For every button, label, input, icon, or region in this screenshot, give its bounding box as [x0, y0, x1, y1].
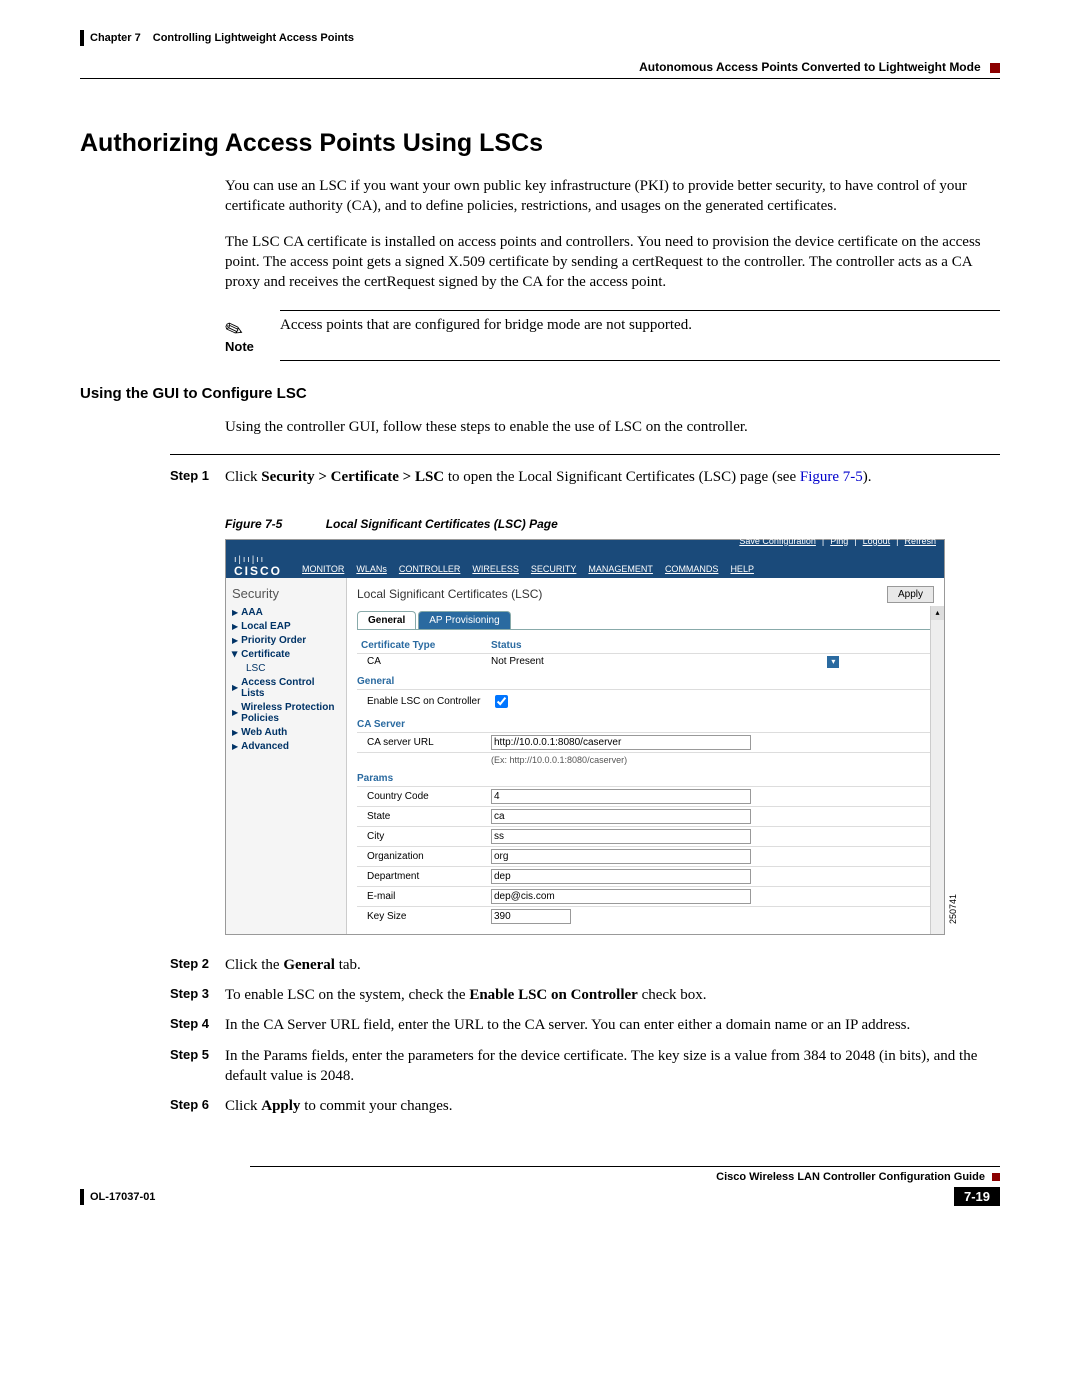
page-number: 7-19 — [954, 1187, 1000, 1206]
side-webauth[interactable]: ▶Web Auth — [232, 727, 340, 738]
step-4: Step 4 In the CA Server URL field, enter… — [80, 1015, 1000, 1035]
nav-help[interactable]: HELP — [730, 564, 754, 574]
apply-button[interactable]: Apply — [887, 586, 934, 603]
enable-lsc-checkbox[interactable] — [495, 695, 508, 708]
chapter-title: Controlling Lightweight Access Points — [153, 32, 354, 44]
nav-commands[interactable]: COMMANDS — [665, 564, 719, 574]
subsection-title: Using the GUI to Configure LSC — [80, 385, 1000, 402]
section-title: Authorizing Access Points Using LSCs — [80, 129, 1000, 158]
page-header-left: Chapter 7 Controlling Lightweight Access… — [80, 30, 1000, 46]
ca-server-url-input[interactable] — [491, 735, 751, 750]
nav-security[interactable]: SECURITY — [531, 564, 577, 574]
side-certificate[interactable]: ▶Certificate — [232, 649, 340, 660]
nav-management[interactable]: MANAGEMENT — [588, 564, 653, 574]
scrollbar[interactable]: ▴ — [930, 606, 944, 934]
side-advanced[interactable]: ▶Advanced — [232, 741, 340, 752]
side-lsc[interactable]: LSC — [246, 663, 340, 674]
side-local-eap[interactable]: ▶Local EAP — [232, 621, 340, 632]
org-input[interactable] — [491, 849, 751, 864]
side-wpp[interactable]: ▶Wireless Protection Policies — [232, 702, 340, 724]
paragraph-1: You can use an LSC if you want your own … — [225, 176, 1000, 217]
nav-controller[interactable]: CONTROLLER — [399, 564, 461, 574]
dept-input[interactable] — [491, 869, 751, 884]
dropdown-icon[interactable]: ▾ — [827, 656, 839, 668]
page-header-right: Autonomous Access Points Converted to Li… — [80, 60, 1000, 74]
country-input[interactable] — [491, 789, 751, 804]
gui-sidebar: Security ▶AAA ▶Local EAP ▶Priority Order… — [226, 578, 346, 934]
side-acl[interactable]: ▶Access Control Lists — [232, 677, 340, 699]
figure-caption: Figure 7-5 Local Significant Certificate… — [225, 517, 1000, 531]
chapter-label: Chapter 7 — [90, 32, 141, 44]
step-6: Step 6 Click Apply to commit your change… — [80, 1096, 1000, 1116]
header-red-square-icon — [990, 63, 1000, 73]
gui-topbar: ı|ıı|ıı CISCO Save Configuration| Ping| … — [226, 540, 944, 578]
link-save-config[interactable]: Save Configuration — [739, 536, 816, 546]
link-ping[interactable]: Ping — [830, 536, 848, 546]
link-logout[interactable]: Logout — [863, 536, 891, 546]
cert-type-table: Certificate TypeStatus CANot Present▾ — [357, 638, 934, 670]
footer-red-square-icon — [992, 1173, 1000, 1181]
nav-monitor[interactable]: MONITOR — [302, 564, 344, 574]
figure-link[interactable]: Figure 7-5 — [800, 469, 863, 485]
footer-left: OL-17037-01 — [80, 1189, 155, 1205]
subsection-intro: Using the controller GUI, follow these s… — [225, 417, 1000, 437]
tab-ap-provisioning[interactable]: AP Provisioning — [418, 611, 510, 629]
nav-wireless[interactable]: WIRELESS — [472, 564, 519, 574]
email-input[interactable] — [491, 889, 751, 904]
side-priority[interactable]: ▶Priority Order — [232, 635, 340, 646]
side-aaa[interactable]: ▶AAA — [232, 607, 340, 618]
step-2: Step 2 Click the General tab. — [80, 955, 1000, 975]
gui-main: Local Significant Certificates (LSC) App… — [346, 578, 944, 934]
tab-general[interactable]: General — [357, 611, 416, 629]
nav-wlans[interactable]: WLANs — [356, 564, 387, 574]
cisco-logo-icon: ı|ıı|ıı — [234, 555, 282, 564]
gui-figure: ı|ıı|ıı CISCO Save Configuration| Ping| … — [225, 539, 945, 935]
step-5: Step 5 In the Params fields, enter the p… — [80, 1046, 1000, 1087]
step-3: Step 3 To enable LSC on the system, chec… — [80, 985, 1000, 1005]
step-1: Step 1 Click Security > Certificate > LS… — [80, 467, 1000, 487]
keysize-input[interactable] — [491, 909, 571, 924]
note-block: ✎ Note Access points that are configured… — [225, 310, 1000, 361]
state-input[interactable] — [491, 809, 751, 824]
city-input[interactable] — [491, 829, 751, 844]
figure-number: 250741 — [948, 894, 958, 924]
paragraph-2: The LSC CA certificate is installed on a… — [225, 232, 1000, 293]
footer-doc-title: Cisco Wireless LAN Controller Configurat… — [716, 1171, 985, 1183]
gui-main-title: Local Significant Certificates (LSC) — [357, 587, 542, 601]
note-text: Access points that are configured for br… — [280, 317, 692, 334]
link-refresh[interactable]: Refresh — [904, 536, 936, 546]
